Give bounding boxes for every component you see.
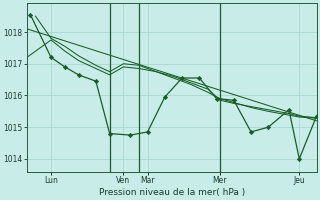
X-axis label: Pression niveau de la mer( hPa ): Pression niveau de la mer( hPa ): [99, 188, 245, 197]
